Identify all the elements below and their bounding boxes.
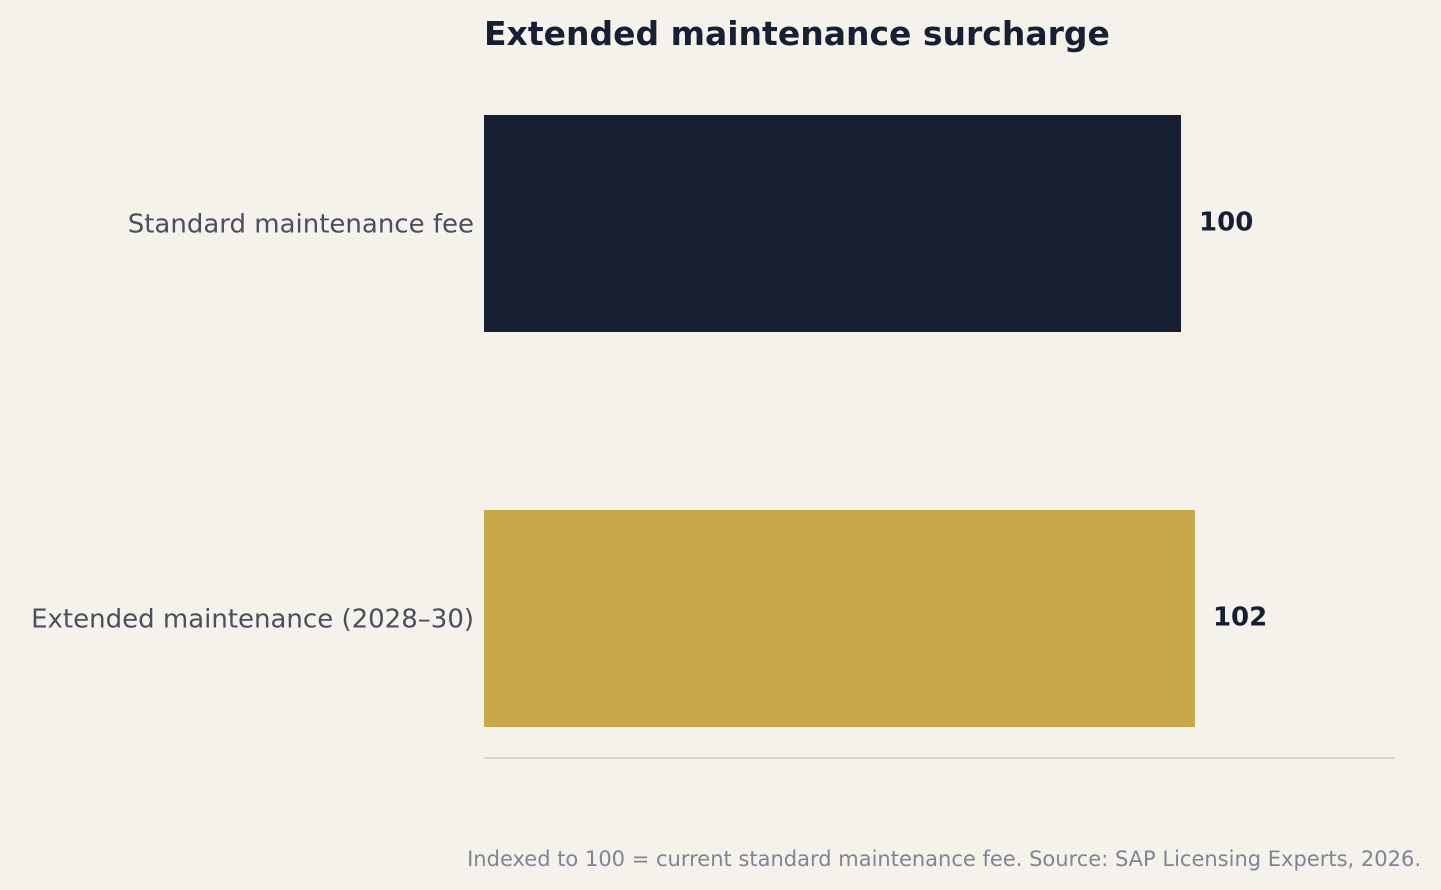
chart-note: Indexed to 100 = current standard mainte… <box>467 847 1421 871</box>
category-label-1: Standard maintenance fee <box>128 210 474 240</box>
value-label-1: 100 <box>1199 208 1253 238</box>
bar-2 <box>484 510 1195 727</box>
category-label-2: Extended maintenance (2028–30) <box>31 605 474 635</box>
bars-layer: Standard maintenance fee 100 Extended main… <box>31 115 1267 727</box>
value-label-2: 102 <box>1213 603 1267 633</box>
chart-title: Extended maintenance surcharge <box>484 14 1110 53</box>
bar-1 <box>484 115 1182 332</box>
